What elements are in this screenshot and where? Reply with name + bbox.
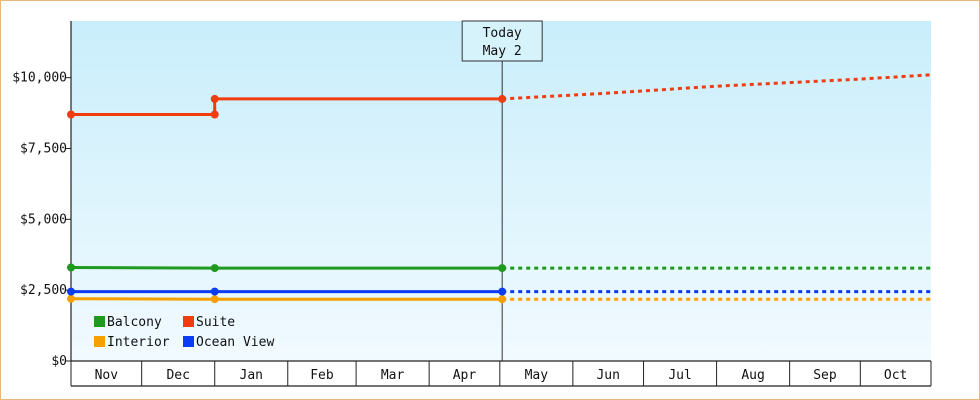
data-point-ocean-view: [210, 287, 219, 296]
y-tick-label: $10,000: [12, 71, 67, 86]
x-tick-label: May: [525, 368, 549, 383]
data-point-interior: [67, 294, 75, 303]
data-point-interior: [498, 295, 507, 304]
x-tick-label: Sep: [813, 368, 837, 383]
x-tick-label: Oct: [884, 368, 907, 383]
legend-label: Ocean View: [196, 335, 274, 350]
data-point-balcony: [498, 264, 507, 273]
legend-swatch: [94, 336, 105, 347]
legend-label: Suite: [196, 315, 235, 330]
today-label-title: Today: [483, 26, 522, 41]
x-tick-label: Apr: [453, 368, 477, 383]
today-label-date: May 2: [483, 44, 522, 59]
data-point-balcony: [210, 264, 219, 273]
x-tick-label: Nov: [95, 368, 119, 383]
data-point-balcony: [67, 263, 75, 272]
legend-swatch: [94, 316, 105, 327]
data-point-ocean-view: [67, 287, 75, 296]
legend-swatch: [183, 316, 194, 327]
series-line-interior: [70, 297, 503, 301]
legend-swatch: [183, 336, 194, 347]
plot-area: [71, 21, 931, 361]
data-point-suite: [67, 110, 75, 119]
y-axis: $0 $2,500 $5,000 $7,500 $10,000: [12, 21, 72, 369]
series-line-suite: [71, 97, 503, 116]
x-tick-label: Feb: [310, 368, 334, 383]
series-line-balcony: [70, 266, 503, 270]
legend-label: Balcony: [107, 315, 162, 330]
data-point-suite: [498, 94, 507, 103]
y-tick-label: $7,500: [20, 142, 67, 157]
y-tick-label: $2,500: [20, 283, 67, 298]
y-tick-label: $5,000: [20, 212, 67, 227]
x-tick-label: Mar: [381, 368, 405, 383]
today-marker: Today May 2: [461, 20, 543, 361]
data-point-suite: [210, 94, 219, 103]
today-label-box: [461, 20, 543, 62]
series-layer: [67, 73, 932, 304]
x-tick-label: Jun: [596, 368, 619, 383]
x-tick-label: Jul: [668, 368, 691, 383]
legend: Balcony Suite Interior Ocean View: [94, 315, 274, 350]
x-tick-label: Dec: [166, 368, 189, 383]
x-tick-label: Aug: [741, 368, 764, 383]
data-point-suite: [210, 110, 219, 119]
x-axis: Nov Dec Jan Feb Mar Apr May Jun Jul Aug Sep Oct: [70, 360, 932, 387]
x-tick-label: Jan: [240, 368, 263, 383]
data-point-ocean-view: [498, 287, 507, 296]
y-tick-label: $0: [51, 354, 67, 369]
legend-label: Interior: [107, 335, 170, 350]
data-point-interior: [210, 295, 219, 304]
